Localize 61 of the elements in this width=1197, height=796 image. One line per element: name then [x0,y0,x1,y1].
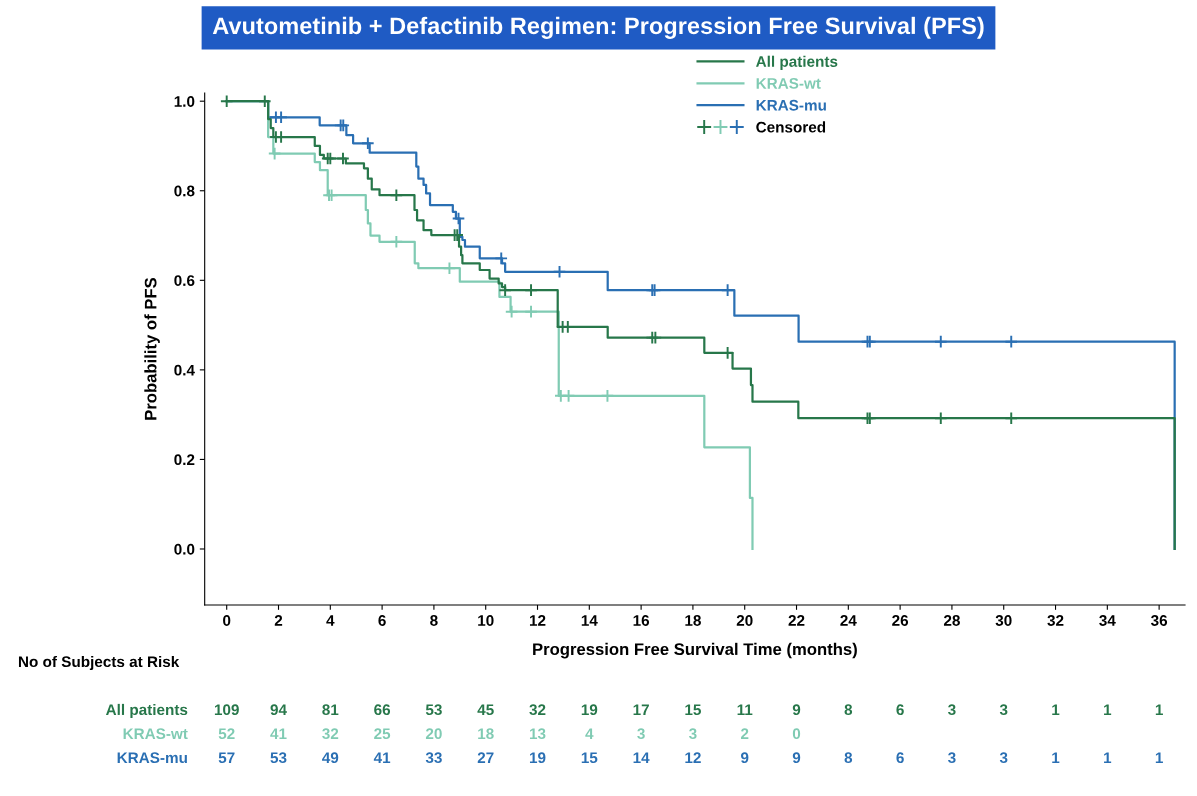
point [720,283,735,297]
text: 109 94 81 66 53 45 32 19 17 15 11 9 8 6 3 3 1 1 1 [214,704,1163,716]
point [561,389,576,403]
point [524,283,538,297]
text: 52 41 32 25 20 18 13 4 3 3 2 0 [218,728,801,740]
point [336,151,350,166]
x-tick-label: 22 [788,615,805,626]
chart-title: Avutometinib + Defactinib Regimen: Progression Free Survival (PFS) [212,16,984,39]
y-tick-label: 0.2 [174,454,195,466]
text: KRAS-wt [123,728,188,740]
y-tick-label: 0.0 [174,543,195,555]
text: No of Subjects at Risk [18,655,180,671]
point [361,136,375,151]
point [219,94,234,108]
x-tick-label: 0 [223,615,231,626]
point [389,188,404,203]
x-tick-label: 28 [943,615,960,626]
x-tick-label: 26 [892,615,909,626]
point [389,235,404,249]
legend-label: KRAS-mu [756,99,826,111]
x-tick-label: 6 [378,615,386,626]
x-tick-label: 16 [633,615,650,626]
x-tick-label: 32 [1047,615,1064,626]
point [934,411,948,426]
x-tick-label: 4 [326,615,335,626]
x-tick-label: 24 [840,615,857,626]
point [494,251,509,266]
point [267,146,282,161]
legend-label: KRAS-wt [756,77,821,89]
x-tick-label: 18 [685,615,701,626]
text: All patients [105,703,188,719]
x-tick-label: 14 [581,615,598,626]
y-tick-label: 1.0 [174,96,195,107]
point [258,94,272,108]
legend-label: All patients [756,55,838,70]
y-tick-label: 0.6 [174,275,195,286]
legend-label: Censored [756,121,826,133]
point [1004,334,1019,349]
x-tick-label: 36 [1150,615,1168,626]
point [552,265,567,279]
x-tick-label: 12 [529,615,546,626]
x-tick-label: 20 [736,615,753,626]
point [504,304,519,319]
x-tick-label: 2 [274,615,283,626]
point [442,261,457,275]
x-tick-label: 8 [430,615,438,626]
point [934,334,948,349]
x-tick-label: 30 [995,615,1012,626]
point [1004,411,1019,426]
text: KRAS-mu [117,752,187,764]
text: 57 53 49 41 33 27 19 15 14 12 9 9 8 6 3 3 1 1 1 [218,752,1163,764]
x-tick-label: 34 [1099,615,1116,626]
x-axis-title: Progression Free Survival Time (months) [533,642,857,659]
y-tick-label: 0.4 [174,364,195,376]
point [451,211,466,226]
y-axis-title: Probability of PFS [144,277,160,420]
y-tick-label: 0.8 [174,185,195,197]
point [498,283,512,297]
point [524,304,538,319]
point [600,389,615,403]
x-tick-label: 10 [478,615,494,626]
